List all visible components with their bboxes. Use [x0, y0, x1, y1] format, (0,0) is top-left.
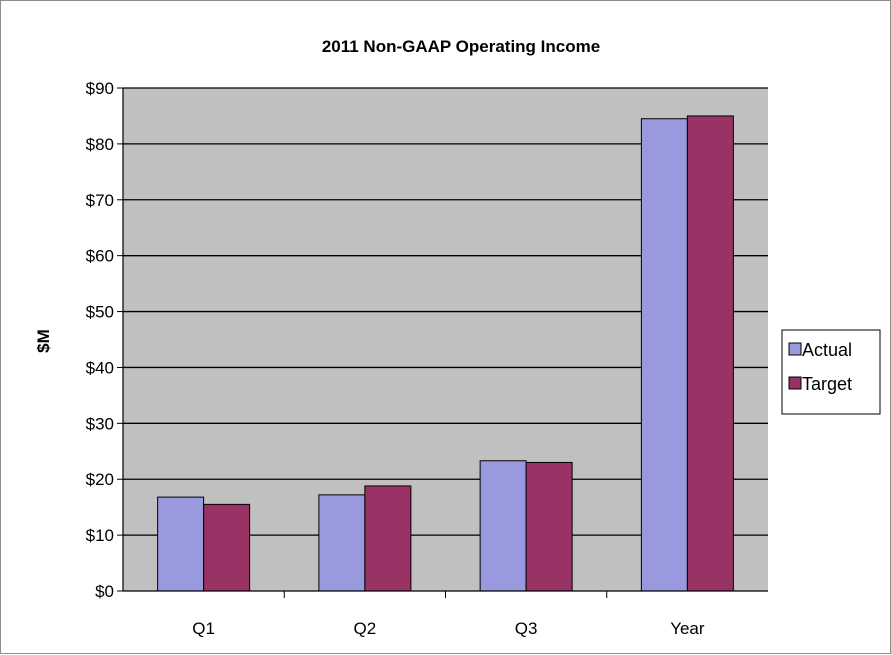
bar-target-year	[686, 115, 734, 592]
legend-label-actual: Actual	[802, 340, 852, 360]
x-tick-label: Q1	[192, 619, 215, 638]
y-tick-label: $50	[86, 303, 114, 322]
x-tick-label: Q3	[515, 619, 538, 638]
bar-target-q3	[525, 461, 573, 592]
bar-actual-q2	[318, 494, 366, 592]
y-tick-label: $90	[86, 79, 114, 98]
y-tick-label: $30	[86, 414, 114, 433]
y-tick-label: $40	[86, 358, 114, 377]
bar-target-q2	[364, 485, 412, 592]
plot-area: $0 $10 $20 $30 $40 $50 $60 $70 $80 $90 Q1 Q2 Q3 Year	[86, 79, 768, 638]
legend-swatch-actual	[788, 342, 802, 356]
bar-actual-q1	[157, 496, 205, 592]
y-tick-label: $10	[86, 526, 114, 545]
chart-title: 2011 Non-GAAP Operating Income	[322, 37, 600, 56]
y-tick-label: $70	[86, 191, 114, 210]
y-tick-label: $60	[86, 247, 114, 266]
legend: Actual Target	[781, 329, 881, 415]
y-tick-label: $80	[86, 135, 114, 154]
bar-actual-year	[640, 118, 688, 592]
bar-actual-q3	[479, 460, 527, 592]
legend-swatch-target	[788, 376, 802, 390]
bar-target-q1	[203, 503, 251, 592]
y-axis-label: $M	[34, 329, 53, 353]
x-tick-label: Year	[670, 619, 705, 638]
y-tick-label: $20	[86, 470, 114, 489]
x-tick-label: Q2	[354, 619, 377, 638]
y-tick-label: $0	[95, 582, 114, 601]
legend-label-target: Target	[802, 374, 852, 394]
